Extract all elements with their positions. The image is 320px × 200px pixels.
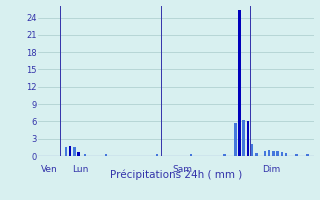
Bar (295, 154, 298, 156)
Bar (105, 154, 108, 156)
Bar (306, 154, 308, 156)
Text: Ven: Ven (41, 165, 57, 174)
Bar (243, 120, 245, 156)
Bar (238, 10, 241, 156)
Bar (65, 147, 67, 156)
Bar (272, 151, 275, 156)
Bar (255, 153, 258, 156)
Bar (251, 144, 253, 156)
Bar (264, 151, 266, 156)
Bar (223, 154, 226, 156)
Text: Sam: Sam (172, 165, 192, 174)
Bar (276, 151, 279, 156)
Bar (73, 147, 76, 156)
Bar (189, 154, 192, 156)
Text: Dim: Dim (262, 165, 280, 174)
X-axis label: Précipitations 24h ( mm ): Précipitations 24h ( mm ) (110, 170, 242, 180)
Bar (247, 121, 249, 156)
Bar (234, 123, 236, 156)
Bar (268, 150, 270, 156)
Bar (84, 154, 86, 156)
Bar (156, 154, 158, 156)
Bar (77, 152, 80, 156)
Bar (69, 146, 71, 156)
Bar (281, 152, 283, 156)
Text: Lun: Lun (73, 165, 89, 174)
Bar (285, 153, 287, 156)
